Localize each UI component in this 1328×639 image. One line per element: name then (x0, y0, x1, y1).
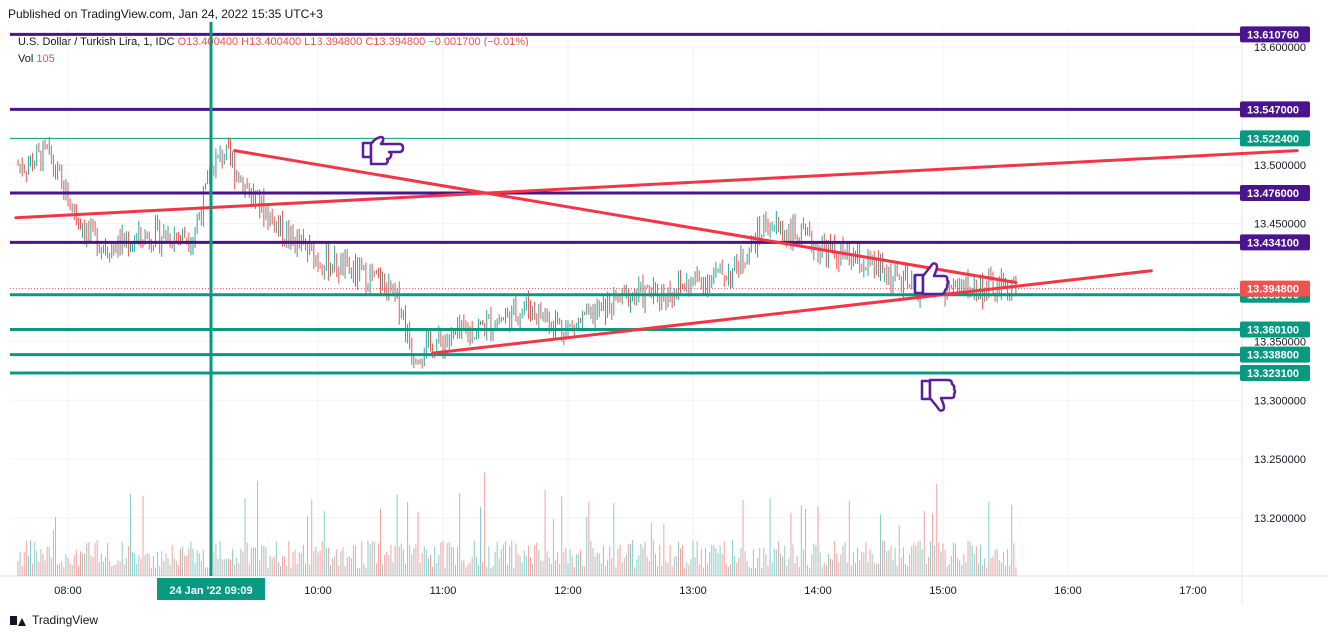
thumbs-down-icon (920, 378, 957, 412)
legend-volume-row: Vol 105 (18, 51, 529, 68)
chart-grid (0, 28, 1328, 604)
level-badge-6 (1240, 321, 1310, 338)
thumbs-up-icon (913, 262, 950, 296)
price-axis: 13.60000013.50000013.45000013.35000013.3… (1240, 26, 1310, 525)
hand-point-right-icon (361, 135, 405, 166)
level-badge-label-2: 13.522400 (1247, 133, 1299, 145)
time-highlight-label: 24 Jan '22 09:09 (169, 585, 252, 597)
thumbs-down-icon-hand (928, 378, 957, 412)
x-tick-2: 11:00 (430, 585, 457, 597)
y-tick-5: 13.250000 (1254, 454, 1306, 466)
x-tick-3: 12:00 (554, 585, 582, 597)
level-badge-8 (1240, 365, 1310, 382)
current-price-badge (1240, 280, 1310, 297)
level-badge-0 (1240, 26, 1310, 43)
level-badge-label-4: 13.434100 (1247, 237, 1299, 249)
time-axis: 08:00 10:00 11:00 12:00 13:00 14:00 15:00 16:00… (54, 578, 1207, 600)
time-highlight-badge (157, 578, 265, 600)
level-badge-3 (1240, 185, 1310, 202)
y-tick-4: 13.300000 (1254, 395, 1306, 407)
x-tick-1: 10:00 (304, 585, 332, 597)
legend-symbol-row: U.S. Dollar / Turkish Lira, 1, IDC O13.4… (18, 34, 529, 51)
trend-line-0 (14, 149, 1299, 220)
chart-legend: U.S. Dollar / Turkish Lira, 1, IDC O13.4… (18, 34, 529, 68)
level-badge-label-1: 13.547000 (1247, 104, 1299, 116)
x-tick-7: 16:00 (1054, 585, 1082, 597)
y-tick-3: 13.350000 (1254, 336, 1306, 348)
y-tick-1: 13.500000 (1254, 160, 1306, 172)
legend-symbol[interactable]: U.S. Dollar / Turkish Lira, 1, IDC (18, 36, 175, 48)
x-tick-0: 08:00 (54, 585, 82, 597)
level-badge-label-8: 13.323100 (1247, 368, 1299, 380)
volume-bars (17, 472, 1017, 576)
level-badge-label-6: 13.360100 (1247, 324, 1299, 336)
y-tick-0: 13.600000 (1254, 42, 1306, 54)
x-tick-8: 17:00 (1179, 585, 1207, 597)
legend-ohlc: O13.400400 H13.400400 L13.394800 C13.394… (177, 36, 529, 48)
horizontal-levels (10, 32, 1242, 375)
y-tick-6: 13.200000 (1254, 513, 1306, 525)
trend-line-2 (431, 269, 1153, 355)
x-tick-6: 15:00 (929, 585, 957, 597)
candles (17, 136, 1017, 369)
level-badge-4 (1240, 234, 1310, 251)
level-badge-1 (1240, 101, 1310, 118)
level-badge-2 (1240, 130, 1310, 147)
thumbs-up-icon-hand (921, 262, 950, 296)
legend-vol-value: 105 (36, 53, 55, 65)
tradingview-logo-icon (10, 615, 26, 626)
x-tick-4: 13:00 (679, 585, 707, 597)
trend-lines (14, 149, 1299, 355)
footer-brand[interactable]: TradingView (10, 613, 98, 627)
level-badge-label-0: 13.610760 (1247, 29, 1299, 41)
level-badge-label-3: 13.476000 (1247, 188, 1299, 200)
level-badge-7 (1240, 346, 1310, 363)
y-tick-2: 13.450000 (1254, 219, 1306, 231)
current-price-label: 13.394800 (1247, 284, 1299, 296)
x-tick-5: 14:00 (804, 585, 832, 597)
hand-point-right-icon-hand (369, 135, 405, 166)
level-badge-label-7: 13.338800 (1247, 350, 1299, 362)
legend-vol-label[interactable]: Vol (18, 53, 34, 65)
published-caption: Published on TradingView.com, Jan 24, 20… (8, 7, 323, 21)
annotations (361, 135, 957, 412)
footer-brand-label: TradingView (32, 613, 99, 627)
trend-line-1 (233, 149, 1018, 284)
